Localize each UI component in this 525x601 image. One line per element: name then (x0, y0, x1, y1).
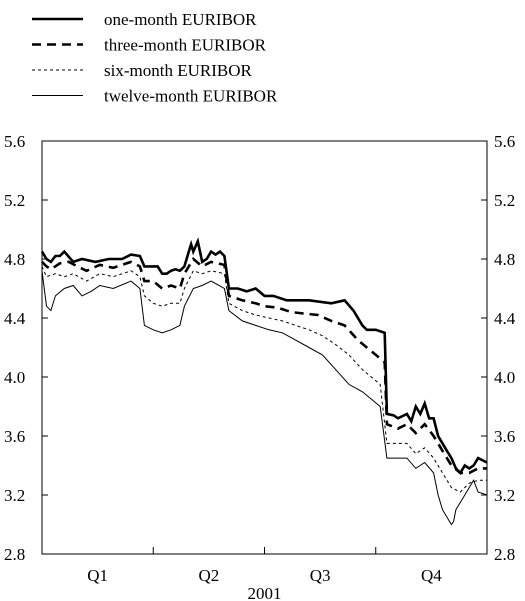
y-axis-right: 2.8 3.2 3.6 4.0 4.4 4.8 5.2 5.6 (481, 132, 516, 564)
legend-label-1: three-month EURIBOR (104, 36, 267, 55)
x-tick-label-1: Q2 (198, 566, 219, 585)
legend-label-2: six-month EURIBOR (104, 61, 252, 80)
y-tick-label-left-3: 4.0 (4, 368, 25, 387)
x-axis-year-label: 2001 (248, 584, 282, 601)
legend-label-3: twelve-month EURIBOR (104, 87, 278, 106)
x-axis: Q1 Q2 Q3 Q4 (87, 547, 442, 585)
x-tick-label-2: Q3 (310, 566, 331, 585)
plot-frame (41, 140, 488, 555)
series-line-0 (40, 237, 488, 476)
y-tick-label-left-4: 4.4 (4, 309, 26, 328)
series-line-1 (41, 257, 487, 475)
y-axis-left: 2.8 3.2 3.6 4.0 4.4 4.8 5.2 5.6 (4, 132, 48, 564)
y-tick-label-right-3: 4.0 (494, 368, 515, 387)
y-tick-label-left-0: 2.8 (4, 545, 25, 564)
y-tick-label-left-2: 3.6 (4, 427, 25, 446)
series-lines (40, 237, 488, 526)
series-line-2 (41, 266, 487, 493)
x-tick-label-0: Q1 (87, 566, 108, 585)
y-tick-label-right-2: 3.6 (494, 427, 515, 446)
y-tick-label-left-6: 5.2 (4, 191, 25, 210)
series-line-3 (41, 270, 488, 526)
y-tick-label-right-5: 4.8 (494, 250, 515, 269)
y-tick-label-left-1: 3.2 (4, 486, 25, 505)
y-tick-label-right-4: 4.4 (494, 309, 516, 328)
x-tick-label-3: Q4 (421, 566, 442, 585)
legend-label-0: one-month EURIBOR (104, 10, 257, 29)
y-tick-label-right-1: 3.2 (494, 486, 515, 505)
y-tick-label-right-7: 5.6 (494, 132, 515, 151)
y-tick-label-right-6: 5.2 (494, 191, 515, 210)
y-tick-label-left-7: 5.6 (4, 132, 25, 151)
y-tick-label-right-0: 2.8 (494, 545, 515, 564)
legend: one-month EURIBOR three-month EURIBOR six-… (32, 10, 278, 106)
y-tick-label-left-5: 4.8 (4, 250, 25, 269)
